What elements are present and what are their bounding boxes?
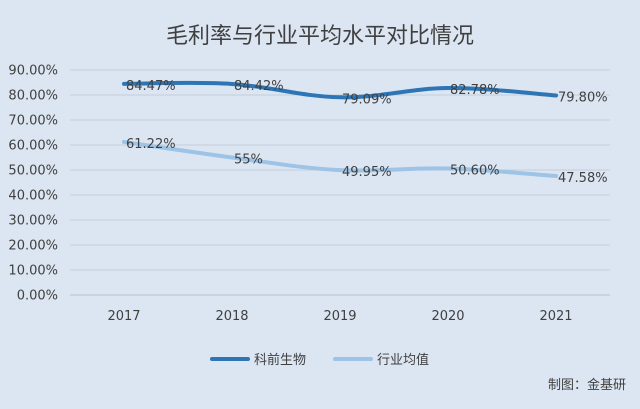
y-tick-label: 40.00% xyxy=(8,189,58,204)
series-line-2 xyxy=(122,139,558,179)
y-tick-label: 30.00% xyxy=(8,214,58,229)
y-tick-label: 70.00% xyxy=(8,114,58,129)
x-tick-label: 2017 xyxy=(107,309,140,324)
data-label: 50.60% xyxy=(450,164,500,179)
y-tick-label: 80.00% xyxy=(8,89,58,104)
legend: 科前生物 行业均值 xyxy=(210,352,429,368)
y-tick-label: 90.00% xyxy=(8,64,58,79)
y-tick-label: 0.00% xyxy=(17,289,58,304)
data-label: 61.22% xyxy=(126,137,176,152)
data-label: 55% xyxy=(234,153,263,168)
data-label: 84.42% xyxy=(234,79,284,94)
x-axis: 2017 2018 2019 2020 2021 xyxy=(107,309,572,324)
data-label: 49.95% xyxy=(342,165,392,180)
data-label: 79.09% xyxy=(342,92,392,107)
x-tick-label: 2019 xyxy=(323,309,356,324)
data-label: 82.78% xyxy=(450,83,500,98)
legend-label: 行业均值 xyxy=(377,352,429,368)
y-axis: 0.00% 10.00% 20.00% 30.00% 40.00% 50.00% 60.00… xyxy=(8,64,58,304)
y-tick-label: 50.00% xyxy=(8,164,58,179)
legend-label: 科前生物 xyxy=(254,352,306,368)
x-tick-label: 2020 xyxy=(431,309,464,324)
y-tick-label: 20.00% xyxy=(8,239,58,254)
data-label: 47.58% xyxy=(558,171,608,186)
y-tick-label: 10.00% xyxy=(8,264,58,279)
data-label: 79.80% xyxy=(558,91,608,106)
data-labels: 84.47% 84.42% 79.09% 82.78% 79.80% 61.22% 55% 4… xyxy=(126,79,608,186)
series-layer xyxy=(122,80,558,179)
series-line-1 xyxy=(122,80,558,100)
x-tick-label: 2021 xyxy=(539,309,572,324)
watermark: 制图：金基研 xyxy=(548,377,626,393)
chart-title: 毛利率与行业平均水平对比情况 xyxy=(166,24,474,49)
data-label: 84.47% xyxy=(126,79,176,94)
x-tick-label: 2018 xyxy=(215,309,248,324)
y-tick-label: 60.00% xyxy=(8,139,58,154)
grid-layer xyxy=(70,69,610,296)
